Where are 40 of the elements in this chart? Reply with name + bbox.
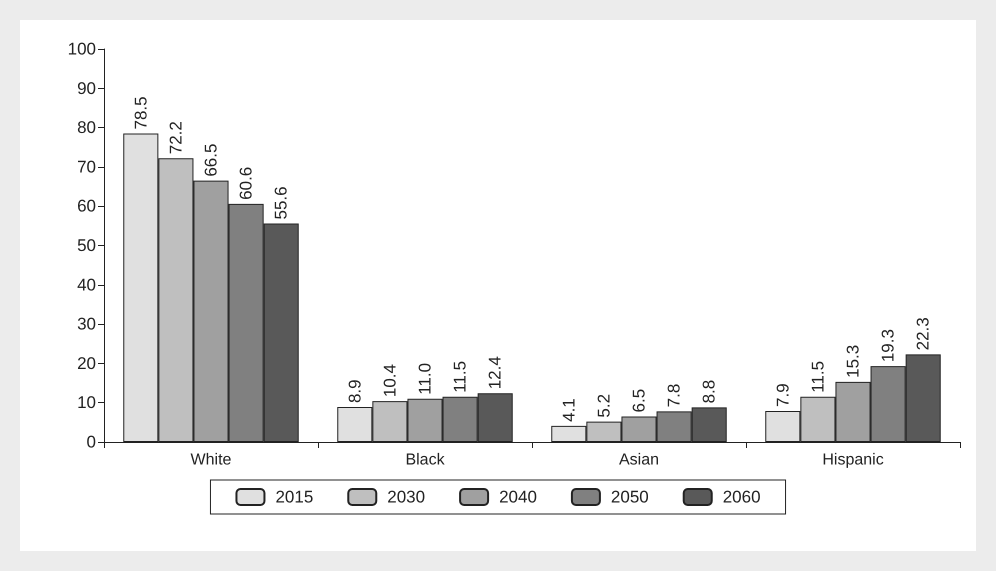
data-label: 11.5 [450,360,470,393]
data-label: 12.4 [486,356,505,390]
data-label: 8.8 [700,380,719,404]
data-label: 11.0 [416,362,434,395]
data-label: 7.9 [773,383,792,407]
y-tick-label: 20 [77,354,96,373]
data-label: 78.5 [131,96,150,130]
data-label: 60.6 [236,166,256,200]
legend-label: 2015 [275,488,314,506]
legend-label: 2040 [499,488,537,506]
data-label: 72.2 [166,121,186,154]
y-tick-label: 80 [77,118,96,138]
data-label: 5.2 [594,394,614,418]
x-tick-label: Hispanic [822,452,884,468]
y-tick-label: 10 [77,393,96,412]
y-tick-label: 40 [77,275,96,294]
data-label: 4.1 [559,398,578,422]
y-tick-label: 30 [77,314,96,334]
data-label: 10.4 [380,364,400,398]
legend-label: 2060 [722,488,761,506]
data-label: 55.6 [272,186,291,220]
y-tick-label: 60 [77,196,96,216]
data-label: 66.5 [202,144,220,177]
data-label: 19.3 [878,329,898,362]
x-tick-label: White [190,452,232,468]
data-label: 7.8 [664,384,684,408]
legend-label: 2030 [387,488,426,506]
legend-label: 2050 [610,488,649,506]
data-label: 6.5 [630,388,648,412]
y-tick-label: 90 [77,78,96,98]
x-tick-label: Black [405,452,446,468]
data-label: 8.9 [345,379,364,404]
y-tick-label: 100 [68,40,96,58]
y-tick-label: 70 [77,157,96,176]
data-label: 22.3 [914,317,933,350]
data-label: 15.3 [844,344,862,378]
data-label: 11.5 [808,360,828,393]
x-tick-label: Asian [618,452,660,468]
y-tick-label: 0 [86,432,96,452]
y-tick-label: 50 [77,236,96,255]
